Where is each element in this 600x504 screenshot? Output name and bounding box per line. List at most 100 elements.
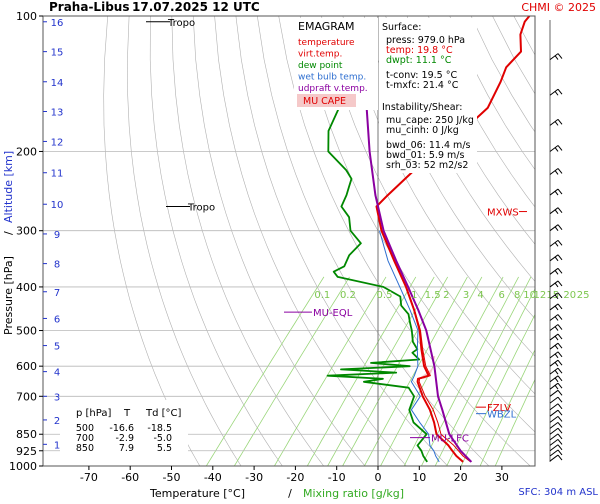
altitude-tick-label: 10 bbox=[51, 200, 64, 211]
wind-barb bbox=[550, 410, 562, 416]
station-name: Praha-Libus bbox=[49, 0, 129, 14]
storm-relative-helicity: srh_03: 52 m2/s2 bbox=[386, 160, 468, 171]
altitude-tick-label: 2 bbox=[54, 416, 60, 427]
pressure-tick-label: 500 bbox=[16, 325, 37, 338]
mu-eql-label: MU-EQL bbox=[313, 308, 353, 319]
mu-lfc-label: MU-LFC bbox=[431, 434, 469, 445]
wind-barb bbox=[550, 376, 562, 382]
mixing-ratio-label: 0.5 bbox=[377, 290, 393, 301]
altitude-tick-label: 13 bbox=[51, 107, 64, 118]
wind-barb bbox=[550, 422, 562, 428]
temperature-tick-label: -30 bbox=[245, 471, 263, 484]
pressure-tick-label: 1000 bbox=[9, 460, 37, 473]
surface-title: Surface: bbox=[382, 22, 421, 33]
wind-barb bbox=[550, 168, 562, 174]
mixed-forecast-temperature: t-mxfc: 21.4 °C bbox=[386, 80, 459, 91]
copyright: CHMI © 2025 bbox=[521, 1, 596, 14]
surface-dewpoint: dwpt: 11.1 °C bbox=[386, 55, 452, 66]
legend-item: temperature bbox=[298, 38, 355, 48]
wind-barb bbox=[550, 390, 562, 396]
pressure-tick-label: 925 bbox=[16, 445, 37, 458]
mixing-ratio-label: 0.2 bbox=[340, 290, 356, 301]
wbzl-label: WBZL bbox=[487, 410, 517, 421]
level-table-header: p [hPa] bbox=[76, 408, 111, 419]
wind-barb bbox=[550, 208, 562, 214]
wind-barb bbox=[550, 145, 562, 151]
altitude-tick-label: 14 bbox=[51, 78, 64, 89]
pressure-tick-label: 700 bbox=[16, 390, 37, 403]
y-axis-title-separator: / bbox=[2, 231, 15, 235]
temperature-tick-label: -10 bbox=[328, 471, 346, 484]
wind-barb bbox=[550, 397, 562, 403]
y-axis-title-altitude: Altitude [km] bbox=[2, 151, 15, 223]
legend-title: EMAGRAM bbox=[298, 20, 355, 33]
mixing-ratio-label: 25 bbox=[577, 290, 590, 301]
level-table-header: T bbox=[123, 408, 131, 419]
wind-barb bbox=[550, 360, 562, 366]
mixing-ratio-label: 2 bbox=[443, 290, 449, 301]
altitude-tick-label: 4 bbox=[54, 368, 60, 379]
y-axis-title-pressure: Pressure [hPa] bbox=[2, 256, 15, 335]
wind-barb bbox=[550, 304, 562, 310]
dry-adiabat-line bbox=[578, 16, 600, 466]
altitude-tick-label: 5 bbox=[54, 342, 60, 353]
wind-barb bbox=[550, 404, 562, 410]
mxws-label: MXWS bbox=[487, 208, 519, 219]
temperature-tick-label: 0 bbox=[375, 471, 382, 484]
legend-item: virt.temp. bbox=[298, 50, 342, 60]
wind-barb bbox=[550, 334, 562, 340]
temperature-tick-label: 10 bbox=[412, 471, 426, 484]
legend-item: dew point bbox=[298, 61, 343, 71]
wind-barb bbox=[550, 281, 562, 287]
mixing-ratio-label: 20 bbox=[563, 290, 576, 301]
pressure-tick-label: 400 bbox=[16, 281, 37, 294]
wind-barb bbox=[550, 343, 562, 349]
x-axis-title-mixing-ratio: Mixing ratio [g/kg] bbox=[303, 487, 404, 500]
y-axis-title-group: Pressure [hPa] / Altitude [km] bbox=[2, 151, 15, 335]
temperature-tick-label: 20 bbox=[454, 471, 468, 484]
wind-barb bbox=[550, 434, 562, 440]
tropopause-upper-label: Tropo bbox=[167, 18, 195, 29]
level-table-cell: 850 bbox=[76, 443, 94, 454]
wind-barb bbox=[550, 54, 562, 60]
pressure-tick-label: 300 bbox=[16, 225, 37, 238]
altitude-tick-label: 9 bbox=[54, 230, 60, 241]
mixing-ratio-label: 8 bbox=[514, 290, 520, 301]
wind-barb bbox=[550, 240, 562, 246]
wind-barb bbox=[550, 189, 562, 195]
legend-item: udpraft v.temp. bbox=[298, 84, 368, 94]
temperature-tick-label: 30 bbox=[495, 471, 509, 484]
wind-barb bbox=[550, 352, 562, 358]
temperature-tick-label: -70 bbox=[80, 471, 98, 484]
mixing-ratio-label: 3 bbox=[463, 290, 469, 301]
legend-item: wet bulb temp. bbox=[298, 73, 366, 83]
mixing-ratio-label: 12 bbox=[534, 290, 547, 301]
altitude-tick-label: 8 bbox=[54, 260, 60, 271]
temperature-tick-label: -20 bbox=[286, 471, 304, 484]
altitude-tick-label: 12 bbox=[51, 137, 64, 148]
pressure-tick-label: 600 bbox=[16, 360, 37, 373]
level-table-header: Td [°C] bbox=[145, 408, 182, 419]
wind-barb bbox=[550, 89, 562, 95]
level-table-cell: 7.9 bbox=[119, 443, 134, 454]
wind-barb bbox=[550, 455, 562, 461]
altitude-tick-label: 3 bbox=[54, 392, 60, 403]
wind-barb bbox=[550, 325, 562, 331]
wind-barb bbox=[550, 368, 562, 374]
dry-adiabat-line bbox=[535, 16, 600, 466]
altitude-tick-label: 11 bbox=[51, 169, 64, 180]
x-axis-title-temperature: Temperature [°C] bbox=[149, 487, 245, 500]
wind-barb bbox=[550, 383, 562, 389]
mixing-ratio-label: 6 bbox=[499, 290, 505, 301]
wind-barb bbox=[550, 445, 562, 451]
wind-barb bbox=[550, 428, 562, 434]
pressure-tick-label: 850 bbox=[16, 428, 37, 441]
temperature-tick-label: -50 bbox=[163, 471, 181, 484]
pressure-tick-label: 200 bbox=[16, 145, 37, 158]
pressure-tick-label: 100 bbox=[16, 10, 37, 23]
mixing-ratio-label: 1.5 bbox=[425, 290, 441, 301]
mu-cinh-value: mu_cinh: 0 J/kg bbox=[386, 125, 459, 136]
mu-cape-badge: MU CAPE bbox=[303, 96, 346, 107]
mixing-ratio-label: 1 bbox=[411, 290, 417, 301]
wind-barb bbox=[550, 450, 562, 456]
